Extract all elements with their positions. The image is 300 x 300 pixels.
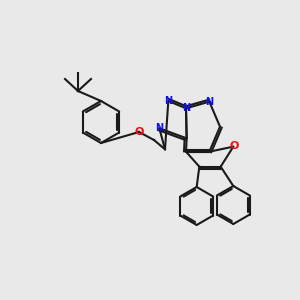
Text: O: O bbox=[230, 141, 239, 151]
Text: N: N bbox=[155, 123, 164, 133]
Text: N: N bbox=[205, 97, 213, 107]
Text: O: O bbox=[134, 127, 144, 137]
Text: N: N bbox=[164, 96, 172, 106]
Text: N: N bbox=[182, 103, 190, 113]
